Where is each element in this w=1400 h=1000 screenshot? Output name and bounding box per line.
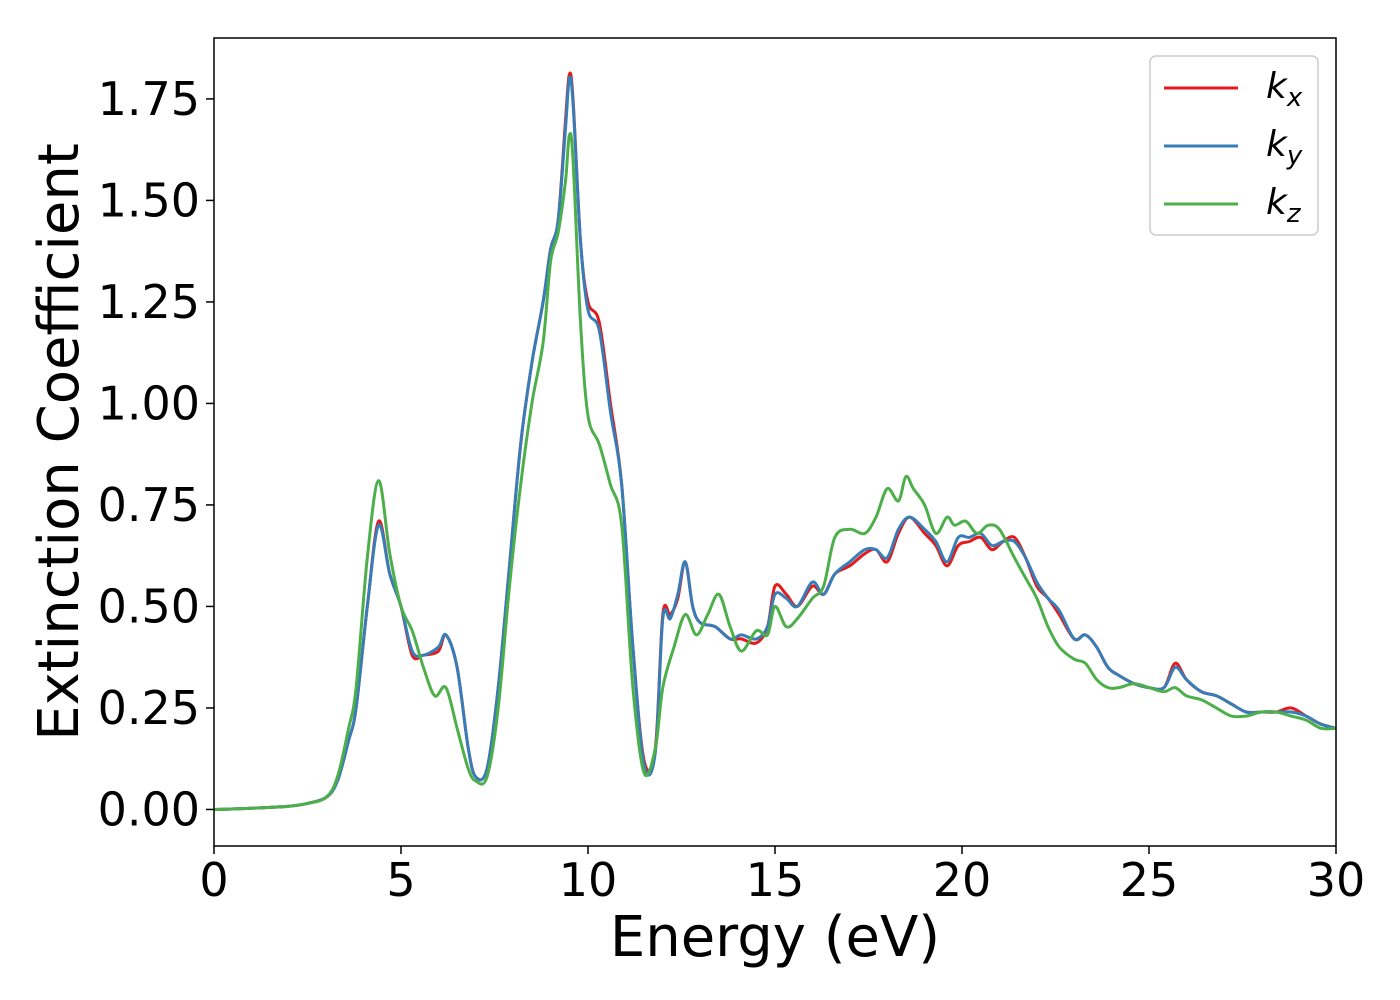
y-tick-label: 0.75 bbox=[98, 478, 200, 532]
y-tick-label: 1.50 bbox=[98, 173, 200, 227]
x-tick-label: 0 bbox=[199, 853, 228, 907]
x-tick-label: 10 bbox=[559, 853, 618, 907]
series-line-kz bbox=[213, 131, 1337, 811]
x-tick-label: 15 bbox=[746, 853, 805, 907]
legend-label-subscript: y bbox=[1286, 141, 1303, 171]
y-tick-label: 1.00 bbox=[98, 376, 200, 430]
series-line-ky bbox=[213, 75, 1337, 811]
legend-label-subscript: z bbox=[1286, 199, 1302, 229]
x-axis-title: Energy (eV) bbox=[610, 905, 940, 970]
y-axis-title: Extinction Coefficient bbox=[27, 143, 92, 741]
y-tick-label: 1.75 bbox=[98, 72, 200, 126]
legend-label-kx: kx bbox=[1266, 66, 1303, 113]
series-layer bbox=[213, 71, 1337, 811]
y-axis-ticks: 0.00 0.25 0.50 0.75 1.00 1.25 1.50 1.75 bbox=[98, 72, 214, 836]
x-tick-label: 30 bbox=[1307, 853, 1366, 907]
y-tick-label: 0.50 bbox=[98, 579, 200, 633]
legend-label-ky: ky bbox=[1266, 124, 1303, 171]
y-tick-label: 1.25 bbox=[98, 275, 200, 329]
x-tick-label: 25 bbox=[1120, 853, 1179, 907]
y-tick-label: 0.25 bbox=[98, 681, 200, 735]
x-tick-label: 5 bbox=[386, 853, 415, 907]
legend-label-kz: kz bbox=[1266, 182, 1302, 229]
legend-label-base: k bbox=[1266, 66, 1289, 107]
legend-label-base: k bbox=[1266, 124, 1289, 165]
y-tick-label: 0.00 bbox=[98, 782, 200, 836]
x-tick-label: 20 bbox=[933, 853, 992, 907]
legend-label-base: k bbox=[1266, 182, 1289, 223]
legend-label-subscript: x bbox=[1286, 83, 1303, 113]
x-axis-ticks: 0 5 10 15 20 25 30 bbox=[199, 846, 1365, 907]
